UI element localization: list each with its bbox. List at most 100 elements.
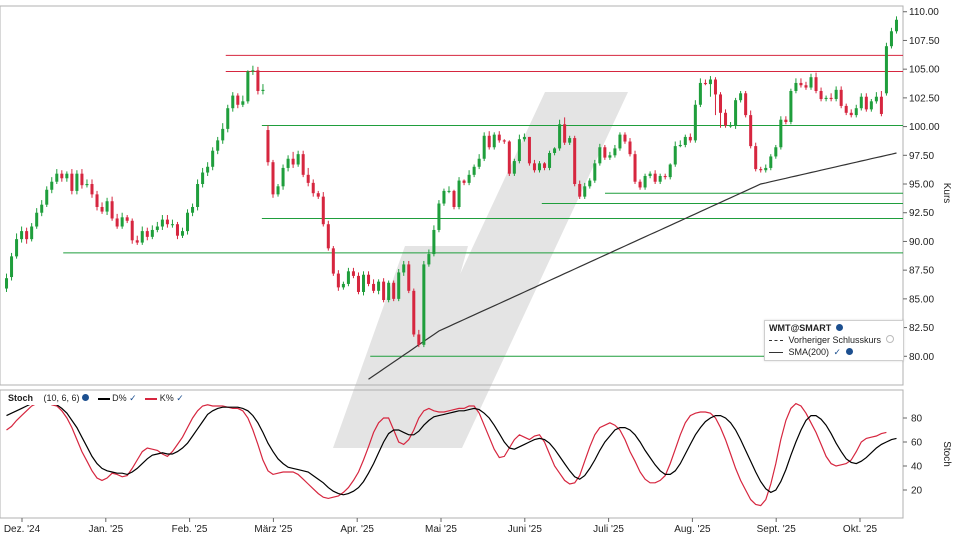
candle-body	[90, 184, 94, 195]
stoch-y-tick-label: 80	[911, 414, 923, 425]
candle-body	[769, 156, 773, 168]
candle-body	[628, 141, 632, 155]
candle-body	[749, 115, 753, 147]
candle-body	[155, 226, 159, 230]
legend-symbol-row: WMT@SMART	[769, 323, 899, 333]
candle-body	[100, 206, 104, 212]
candle-body	[321, 196, 325, 225]
candle-body	[688, 136, 692, 141]
candle-body	[412, 290, 416, 335]
candle-body	[276, 186, 280, 195]
legend-prev-close: Vorheriger Schlusskurs	[769, 335, 899, 345]
x-tick-label: Juli '25	[593, 524, 624, 535]
check-icon[interactable]: ✓	[176, 393, 184, 403]
candle-body	[216, 140, 220, 151]
candle-body	[804, 85, 808, 88]
candle-body	[367, 274, 371, 284]
candle-body	[271, 162, 275, 195]
candle-body	[130, 220, 134, 241]
price-legend: WMT@SMART Vorheriger Schlusskurs SMA(200…	[764, 320, 904, 361]
y-tick-label: 85.00	[909, 294, 934, 305]
candle-body	[658, 175, 662, 182]
candle-body	[180, 231, 185, 236]
x-tick-label: Dez. '24	[4, 524, 41, 535]
candle-body	[346, 271, 350, 284]
candle-body	[140, 231, 144, 243]
candle-body	[331, 248, 335, 274]
candle-body	[120, 217, 124, 227]
candle-body	[482, 135, 486, 159]
y-tick-label: 80.00	[909, 352, 934, 363]
candle-body	[246, 71, 250, 102]
k-label: K%	[159, 393, 174, 403]
x-tick-label: März '25	[254, 524, 292, 535]
y-tick-label: 90.00	[909, 237, 934, 248]
candle-body	[186, 212, 190, 232]
candle-body	[160, 219, 164, 227]
watermark-shape	[333, 246, 468, 448]
candle-body	[492, 134, 496, 148]
candle-body	[226, 108, 230, 129]
globe-icon[interactable]	[835, 324, 843, 331]
check-icon[interactable]: ✓	[833, 347, 842, 357]
candle-body	[422, 264, 426, 345]
candle-body	[809, 77, 813, 88]
candle-body	[211, 150, 215, 167]
candle-body	[744, 93, 748, 116]
legend-prev-close-label: Vorheriger Schlusskurs	[788, 335, 882, 345]
check-icon[interactable]: ✓	[129, 393, 137, 403]
candle-body	[427, 254, 431, 265]
candle-body	[5, 278, 9, 289]
candle-body	[387, 282, 391, 301]
candle-body	[326, 224, 330, 249]
candle-body	[45, 189, 49, 205]
candle-body	[713, 79, 717, 95]
candle-body	[442, 190, 446, 204]
candle-body	[377, 281, 381, 291]
candle-body	[849, 112, 853, 116]
eye-icon[interactable]	[885, 335, 894, 343]
candle-body	[553, 148, 557, 154]
x-tick-label: Okt. '25	[843, 524, 878, 535]
candle-body	[472, 166, 476, 175]
candle-body	[306, 174, 310, 183]
candle-body	[819, 90, 823, 100]
candle-body	[477, 158, 481, 167]
candle-body	[879, 96, 883, 114]
stochastic-panel: 20 40 60 80 Stoch	[0, 389, 952, 519]
candle-body	[588, 180, 592, 187]
candle-body	[573, 138, 577, 185]
candle-body	[673, 146, 677, 165]
y-tick-label: 105.00	[909, 65, 940, 76]
y-axis-title: Kurs	[941, 183, 952, 204]
candle-body	[362, 274, 366, 292]
candle-body	[125, 217, 129, 221]
candle-body	[568, 138, 572, 143]
candle-body	[799, 82, 803, 86]
candle-body	[532, 163, 536, 171]
y-tick-label: 87.50	[909, 266, 934, 277]
candle-body	[623, 134, 627, 142]
globe-icon[interactable]	[82, 394, 90, 401]
stoch-k-line	[6, 400, 887, 507]
candle-body	[854, 108, 858, 116]
x-tick-label: Juni '25	[508, 524, 543, 535]
candle-body	[869, 101, 873, 110]
candle-body	[75, 173, 79, 191]
candle-body	[724, 112, 728, 126]
y-tick-label: 97.50	[909, 151, 934, 162]
candle-body	[231, 95, 235, 109]
candle-body	[382, 281, 386, 301]
y-tick-label: 100.00	[909, 122, 940, 133]
candle-body	[15, 239, 19, 257]
candle-body	[105, 201, 109, 212]
candle-body	[286, 158, 290, 168]
candle-body	[80, 173, 84, 186]
candle-body	[537, 163, 541, 171]
globe-icon[interactable]	[845, 348, 853, 355]
candle-body	[759, 169, 763, 171]
solid-line-icon	[769, 352, 783, 354]
candle-body	[201, 172, 205, 185]
candle-body	[241, 101, 245, 105]
x-tick-label: Sept. '25	[757, 524, 797, 535]
